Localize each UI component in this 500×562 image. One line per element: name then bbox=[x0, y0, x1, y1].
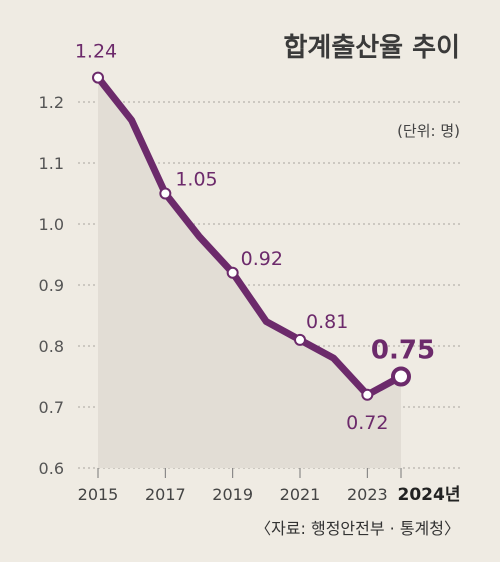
y-tick-label: 1.1 bbox=[39, 154, 64, 173]
data-label: 0.72 bbox=[346, 412, 388, 434]
data-label: 1.24 bbox=[75, 41, 117, 63]
unit-label: (단위: 명) bbox=[397, 122, 460, 140]
chart-title: 합계출산율 추이 bbox=[284, 33, 461, 63]
data-point bbox=[391, 366, 411, 387]
data-point bbox=[92, 71, 104, 84]
data-point bbox=[159, 187, 172, 200]
x-tick-label: 2019 bbox=[212, 485, 253, 504]
y-axis-ticks: 0.6 0.7 0.8 0.9 1.0 1.1 1.2 bbox=[39, 93, 64, 478]
y-tick-label: 0.9 bbox=[39, 276, 64, 295]
x-tick-label: 2015 bbox=[78, 485, 119, 504]
y-tick-label: 0.8 bbox=[39, 337, 64, 356]
series-line-layer bbox=[94, 74, 405, 399]
y-tick-label: 0.7 bbox=[39, 398, 64, 417]
data-point bbox=[226, 266, 239, 279]
y-tick-label: 0.6 bbox=[39, 459, 64, 478]
data-points: 1.24 1.05 0.92 0.81 0.72 0.75 bbox=[75, 41, 435, 434]
y-tick-label: 1.0 bbox=[39, 215, 64, 234]
source-label: 〈자료: 행정안전부 · 통계청〉 bbox=[255, 519, 460, 538]
data-label: 0.75 bbox=[371, 336, 435, 366]
x-tick-label: 2023 bbox=[347, 485, 388, 504]
data-label: 0.92 bbox=[241, 248, 283, 270]
series-line bbox=[94, 74, 405, 399]
x-axis-ticks: 2015 2017 2019 2021 2023 2024년 bbox=[78, 468, 461, 505]
data-label: 0.81 bbox=[306, 311, 348, 333]
data-label: 1.05 bbox=[175, 169, 217, 191]
x-tick-label: 2017 bbox=[145, 485, 186, 504]
x-tick-label: 2021 bbox=[280, 485, 321, 504]
area-under-line bbox=[98, 77, 401, 468]
x-tick-label: 2024년 bbox=[398, 485, 461, 505]
area-fill bbox=[98, 77, 401, 468]
data-point bbox=[361, 388, 374, 401]
y-tick-label: 1.2 bbox=[39, 93, 64, 112]
data-point bbox=[294, 333, 306, 346]
